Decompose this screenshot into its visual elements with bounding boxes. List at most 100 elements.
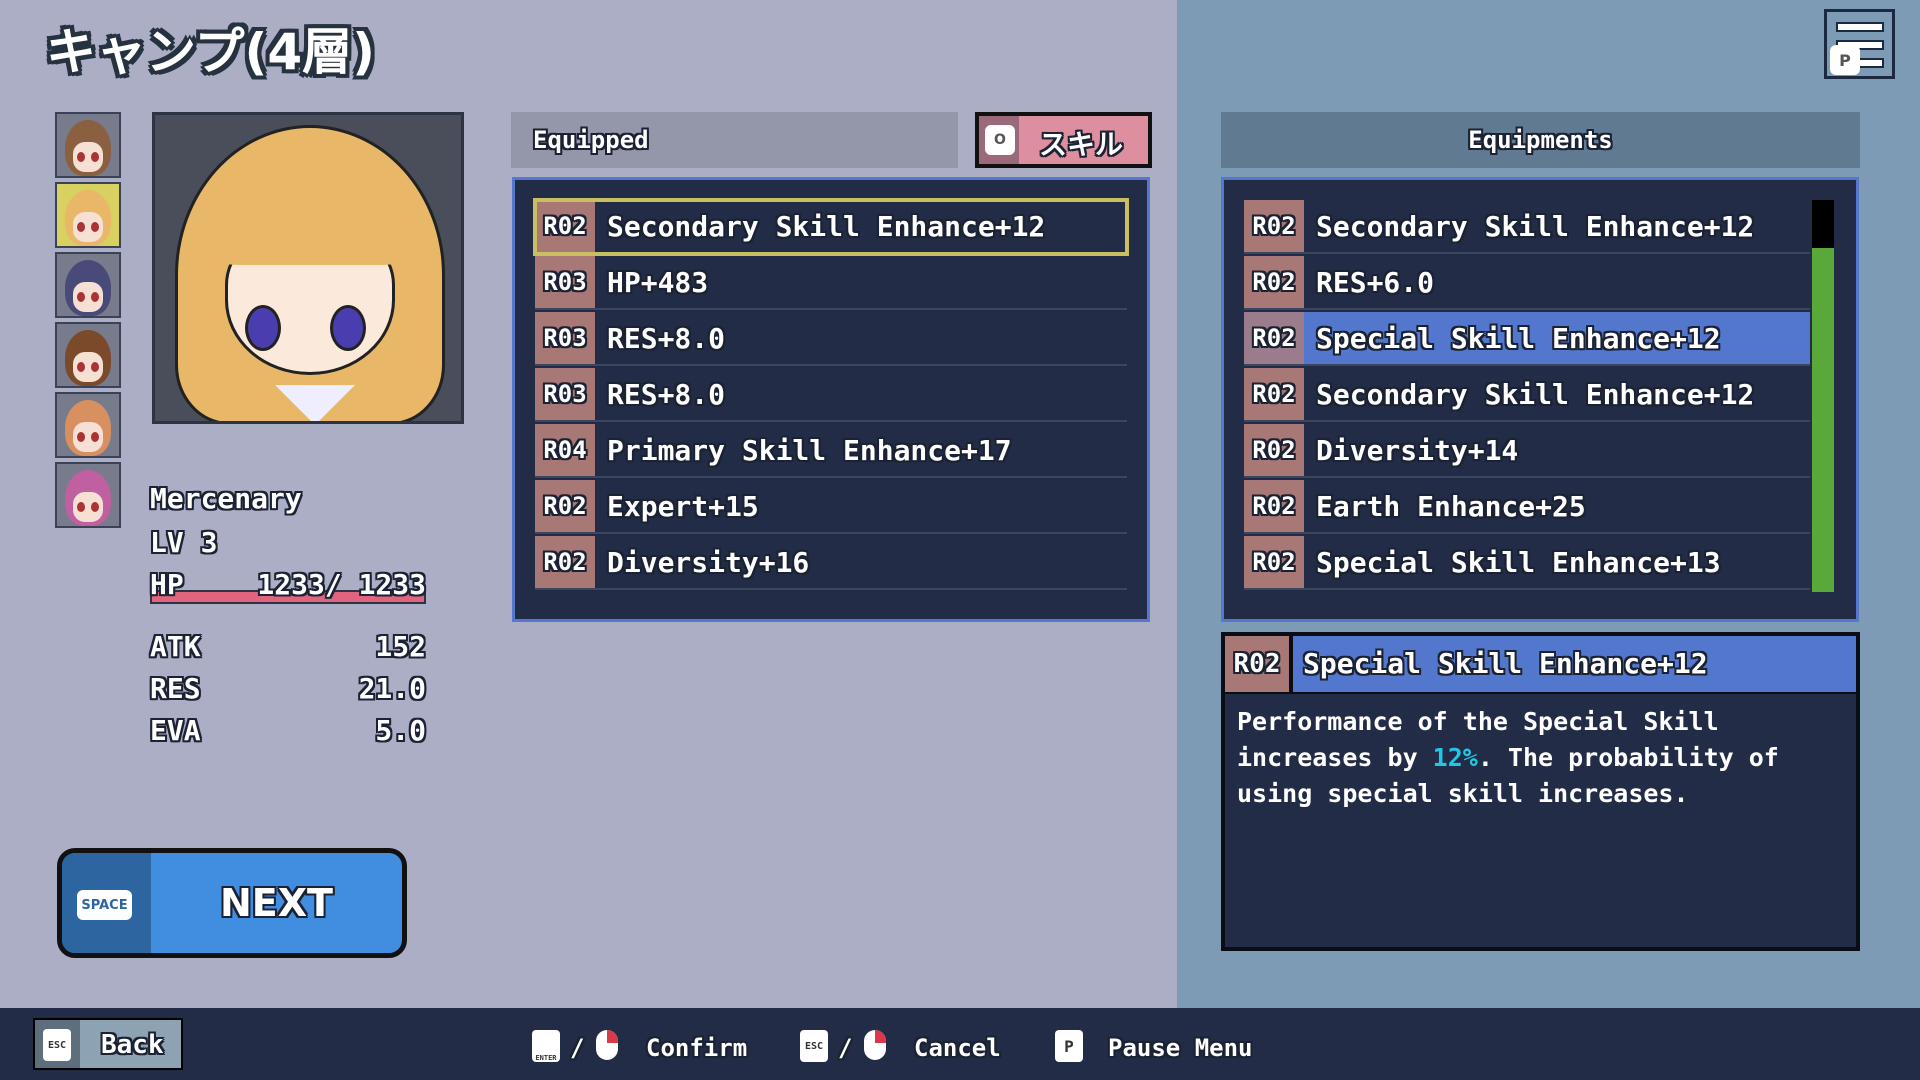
- menu-button[interactable]: P: [1824, 9, 1895, 79]
- rarity-badge: R03: [535, 368, 595, 420]
- skill-label: スキル: [1039, 128, 1124, 161]
- item-detail-panel: R02 Special Skill Enhance+12 Performance…: [1221, 632, 1860, 951]
- menu-key: P: [1830, 45, 1860, 75]
- slash: /: [838, 1034, 853, 1062]
- next-label: NEXT: [220, 881, 333, 925]
- item-name: Earth Enhance+25: [1316, 489, 1586, 523]
- list-item[interactable]: R02 Special Skill Enhance+13: [1244, 536, 1810, 590]
- list-item[interactable]: R02 Secondary Skill Enhance+12: [1244, 200, 1810, 254]
- rarity-badge: R02: [1244, 312, 1304, 364]
- item-name: Expert+15: [607, 489, 759, 523]
- rarity-badge: R03: [535, 312, 595, 364]
- list-item[interactable]: R02 Earth Enhance+25: [1244, 480, 1810, 534]
- stat-value-atk: 152: [375, 630, 426, 663]
- item-name: Secondary Skill Enhance+12: [1316, 209, 1755, 243]
- character-level: LV 3: [150, 526, 218, 559]
- item-name: Primary Skill Enhance+17: [607, 433, 1012, 467]
- item-name: Secondary Skill Enhance+12: [1316, 377, 1755, 411]
- rarity-badge: R02: [1244, 536, 1304, 588]
- rarity-badge: R04: [535, 424, 595, 476]
- hp-label: HP: [150, 568, 184, 601]
- cancel-label[interactable]: Cancel: [914, 1034, 1001, 1062]
- party-member-orange-hair-girl[interactable]: [55, 392, 121, 458]
- list-item[interactable]: R02 Secondary Skill Enhance+12: [1244, 368, 1810, 422]
- list-item[interactable]: R03 RES+8.0: [535, 368, 1127, 422]
- item-name: Secondary Skill Enhance+12: [607, 209, 1046, 243]
- item-name: Diversity+14: [1316, 433, 1519, 467]
- detail-description: Performance of the Special Skill increas…: [1237, 704, 1826, 812]
- esc-key-icon: ESC: [800, 1030, 828, 1062]
- party-member-pink-hair-girl[interactable]: [55, 462, 121, 528]
- p-key-icon: P: [1055, 1030, 1083, 1062]
- rarity-badge: R02: [535, 480, 595, 532]
- hp-value: 1233/ 1233: [257, 568, 426, 601]
- rarity-badge: R02: [1244, 480, 1304, 532]
- item-name: Special Skill Enhance+12: [1316, 321, 1721, 355]
- portrait-orange-hair-girl: [65, 400, 111, 456]
- back-label: Back: [101, 1030, 164, 1060]
- space-key: SPACE: [77, 890, 132, 920]
- skill-button[interactable]: O スキル: [975, 112, 1152, 168]
- portrait-brown-hair-boy: [65, 330, 111, 386]
- list-item[interactable]: R03 RES+8.0: [535, 312, 1127, 366]
- character-class: Mercenary: [150, 482, 302, 515]
- slash: /: [570, 1034, 585, 1062]
- party-member-brown-hair-girl[interactable]: [55, 112, 121, 178]
- rarity-badge: R02: [1244, 424, 1304, 476]
- equipments-header: Equipments: [1221, 112, 1860, 168]
- hp-bar: [150, 590, 426, 604]
- mouse-left-click-icon: [596, 1030, 618, 1060]
- portrait-blonde-girl: [65, 190, 111, 246]
- item-name: RES+8.0: [607, 377, 726, 411]
- stat-label-res: RES: [150, 672, 201, 705]
- desc-text-end: . The probability of using special skill…: [1237, 743, 1779, 808]
- stat-label-eva: EVA: [150, 714, 201, 747]
- footer-bar: [0, 1008, 1920, 1080]
- item-name: RES+6.0: [1316, 265, 1435, 299]
- enter-key-icon: ENTER: [532, 1030, 560, 1062]
- item-name: RES+8.0: [607, 321, 726, 355]
- equipments-header-label: Equipments: [1468, 126, 1613, 154]
- skill-key: O: [985, 125, 1015, 155]
- scrollbar[interactable]: [1812, 200, 1834, 592]
- detail-name: Special Skill Enhance+12: [1293, 636, 1856, 692]
- scrollbar-thumb[interactable]: [1812, 248, 1834, 592]
- rarity-badge: R03: [535, 256, 595, 308]
- list-item[interactable]: R02 Special Skill Enhance+12: [1244, 312, 1810, 366]
- page-title: キャンプ(4層): [46, 23, 375, 81]
- confirm-label[interactable]: Confirm: [646, 1034, 748, 1062]
- item-name: Diversity+16: [607, 545, 810, 579]
- list-item[interactable]: R04 Primary Skill Enhance+17: [535, 424, 1127, 478]
- list-item[interactable]: R02 Expert+15: [535, 480, 1127, 534]
- item-name: HP+483: [607, 265, 709, 299]
- equipped-list: R02 Secondary Skill Enhance+12 R03 HP+483 R0…: [512, 177, 1150, 622]
- rarity-badge: R02: [535, 200, 595, 252]
- rarity-badge: R02: [1244, 256, 1304, 308]
- esc-key: ESC: [43, 1029, 71, 1061]
- list-item[interactable]: R02 Diversity+14: [1244, 424, 1810, 478]
- item-name: Special Skill Enhance+13: [1316, 545, 1721, 579]
- list-item[interactable]: R02 Diversity+16: [535, 536, 1127, 590]
- list-item[interactable]: R02 RES+6.0: [1244, 256, 1810, 310]
- rarity-badge: R02: [1244, 200, 1304, 252]
- next-button[interactable]: SPACE NEXT: [57, 848, 407, 958]
- back-button[interactable]: ESC Back: [33, 1018, 183, 1070]
- stat-label-atk: ATK: [150, 630, 201, 663]
- equipped-header: Equipped: [511, 112, 958, 168]
- pause-menu-label[interactable]: Pause Menu: [1108, 1034, 1253, 1062]
- mouse-right-click-icon: [864, 1030, 886, 1060]
- portrait-purple-hair-boy: [65, 260, 111, 316]
- party-member-purple-hair-boy[interactable]: [55, 252, 121, 318]
- list-item[interactable]: R03 HP+483: [535, 256, 1127, 310]
- character-portrait: [152, 112, 464, 424]
- desc-highlight: 12%: [1432, 743, 1478, 772]
- equipments-list: R02 Secondary Skill Enhance+12 R02 RES+6.0 R…: [1221, 177, 1859, 622]
- stat-value-res: 21.0: [358, 672, 426, 705]
- portrait-pink-hair-girl: [65, 470, 111, 526]
- detail-rarity: R02: [1225, 636, 1289, 692]
- party-member-blonde-girl[interactable]: [55, 182, 121, 248]
- portrait-brown-hair-girl: [65, 120, 111, 176]
- party-member-brown-hair-boy[interactable]: [55, 322, 121, 388]
- rarity-badge: R02: [1244, 368, 1304, 420]
- list-item[interactable]: R02 Secondary Skill Enhance+12: [533, 198, 1129, 256]
